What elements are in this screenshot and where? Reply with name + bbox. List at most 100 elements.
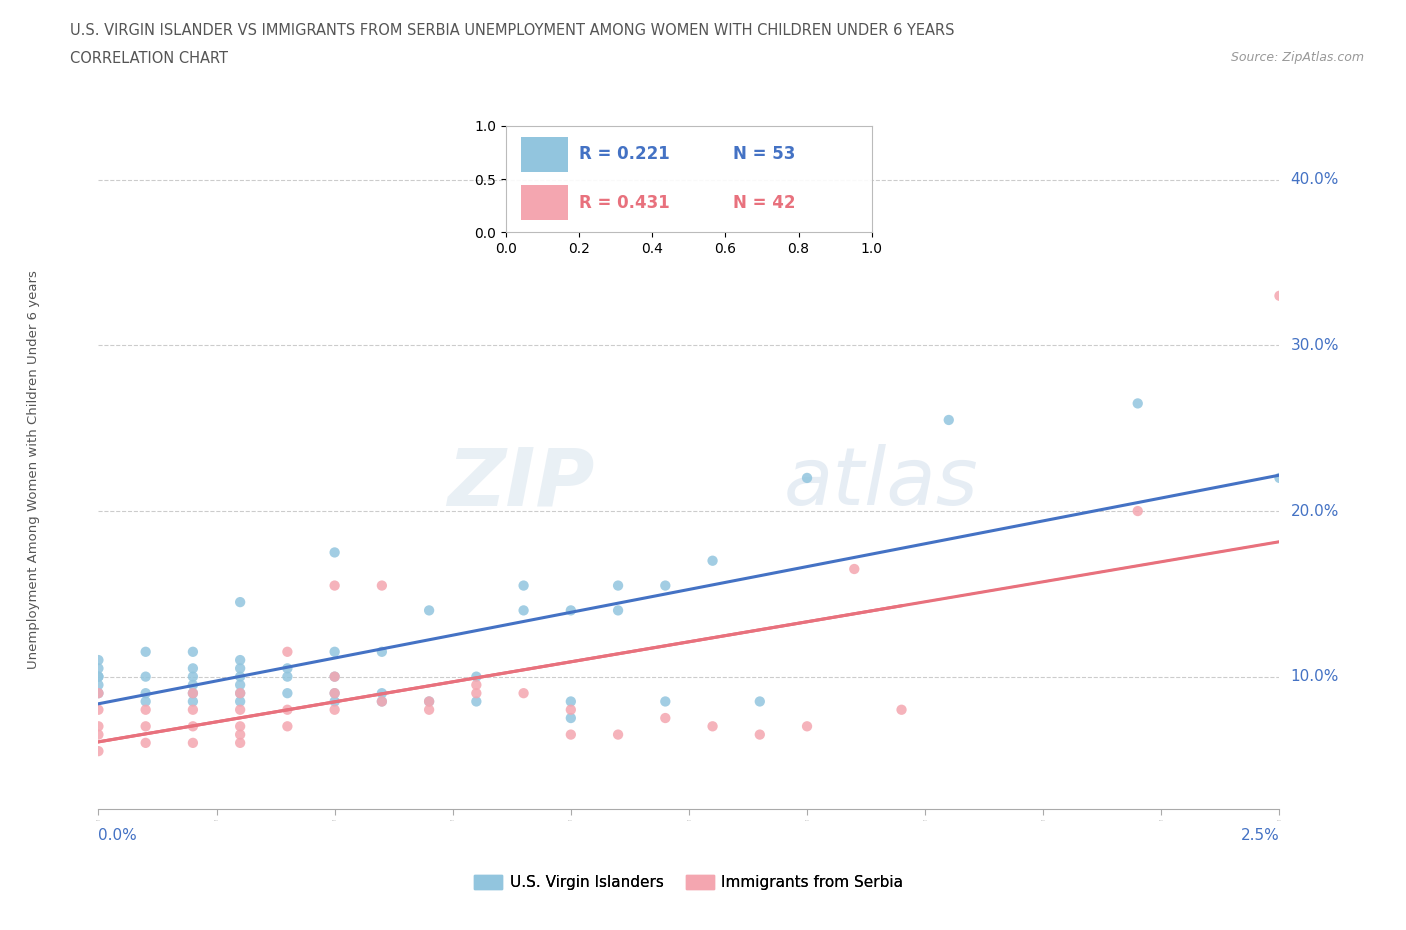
Point bbox=[135, 670, 157, 684]
Point bbox=[323, 670, 346, 684]
Point bbox=[844, 562, 866, 577]
Text: R = 0.431: R = 0.431 bbox=[579, 193, 671, 211]
Text: atlas: atlas bbox=[783, 445, 979, 523]
Point bbox=[465, 694, 488, 709]
Point bbox=[181, 644, 204, 659]
Point bbox=[418, 702, 440, 717]
Point bbox=[276, 661, 298, 676]
Point bbox=[87, 661, 110, 676]
Point bbox=[748, 727, 770, 742]
Text: 40.0%: 40.0% bbox=[1291, 172, 1339, 187]
Point bbox=[229, 653, 252, 668]
Text: N = 53: N = 53 bbox=[733, 145, 796, 164]
Point bbox=[560, 694, 582, 709]
Point bbox=[135, 644, 157, 659]
Point bbox=[276, 685, 298, 700]
Point bbox=[87, 685, 110, 700]
Point bbox=[229, 719, 252, 734]
Point bbox=[135, 685, 157, 700]
Point bbox=[181, 685, 204, 700]
Point bbox=[87, 719, 110, 734]
Point bbox=[276, 670, 298, 684]
Point bbox=[87, 685, 110, 700]
Point bbox=[418, 694, 440, 709]
Point bbox=[181, 736, 204, 751]
Point bbox=[465, 685, 488, 700]
Legend: U.S. Virgin Islanders, Immigrants from Serbia: U.S. Virgin Islanders, Immigrants from S… bbox=[468, 870, 910, 897]
Point bbox=[890, 702, 912, 717]
Text: U.S. VIRGIN ISLANDER VS IMMIGRANTS FROM SERBIA UNEMPLOYMENT AMONG WOMEN WITH CHI: U.S. VIRGIN ISLANDER VS IMMIGRANTS FROM … bbox=[70, 23, 955, 38]
Point bbox=[135, 719, 157, 734]
Point bbox=[465, 670, 488, 684]
Point bbox=[560, 711, 582, 725]
Bar bbox=[520, 185, 568, 219]
Point bbox=[229, 661, 252, 676]
Text: ZIP: ZIP bbox=[447, 445, 595, 523]
Point bbox=[229, 736, 252, 751]
Point bbox=[323, 670, 346, 684]
Point bbox=[87, 670, 110, 684]
Point bbox=[181, 661, 204, 676]
Point bbox=[229, 594, 252, 609]
Point bbox=[748, 694, 770, 709]
Point bbox=[1268, 288, 1291, 303]
Point bbox=[229, 685, 252, 700]
Point bbox=[371, 694, 394, 709]
Point bbox=[323, 694, 346, 709]
Point bbox=[371, 685, 394, 700]
Point bbox=[276, 644, 298, 659]
Point bbox=[654, 578, 676, 593]
Point bbox=[323, 685, 346, 700]
Point bbox=[938, 413, 960, 428]
Point bbox=[135, 702, 157, 717]
Text: CORRELATION CHART: CORRELATION CHART bbox=[70, 51, 228, 66]
Point bbox=[87, 677, 110, 692]
Point bbox=[276, 702, 298, 717]
Point bbox=[229, 685, 252, 700]
Point bbox=[418, 694, 440, 709]
Point bbox=[87, 727, 110, 742]
Point bbox=[371, 694, 394, 709]
Point bbox=[181, 694, 204, 709]
Text: R = 0.221: R = 0.221 bbox=[579, 145, 671, 164]
Text: 0.0%: 0.0% bbox=[98, 828, 138, 843]
Point bbox=[229, 670, 252, 684]
Text: N = 42: N = 42 bbox=[733, 193, 796, 211]
Point bbox=[135, 694, 157, 709]
Point bbox=[654, 694, 676, 709]
Point bbox=[418, 603, 440, 618]
Point bbox=[796, 471, 818, 485]
Point bbox=[371, 644, 394, 659]
Text: 20.0%: 20.0% bbox=[1291, 503, 1339, 519]
Point bbox=[607, 727, 630, 742]
Point bbox=[796, 719, 818, 734]
Point bbox=[87, 702, 110, 717]
Text: Unemployment Among Women with Children Under 6 years: Unemployment Among Women with Children U… bbox=[27, 271, 39, 669]
Point bbox=[181, 685, 204, 700]
Point bbox=[323, 578, 346, 593]
Text: Source: ZipAtlas.com: Source: ZipAtlas.com bbox=[1230, 51, 1364, 64]
Point bbox=[323, 702, 346, 717]
Point bbox=[229, 702, 252, 717]
Point bbox=[323, 644, 346, 659]
Point bbox=[181, 702, 204, 717]
Point bbox=[181, 677, 204, 692]
Point bbox=[1126, 504, 1149, 519]
Point bbox=[465, 677, 488, 692]
Point bbox=[276, 719, 298, 734]
Point bbox=[1268, 471, 1291, 485]
Text: 30.0%: 30.0% bbox=[1291, 338, 1339, 353]
Point bbox=[229, 727, 252, 742]
Point bbox=[512, 685, 534, 700]
Point bbox=[1126, 396, 1149, 411]
Point bbox=[702, 719, 724, 734]
Point bbox=[607, 603, 630, 618]
Point bbox=[560, 702, 582, 717]
Point bbox=[87, 670, 110, 684]
Point bbox=[371, 578, 394, 593]
Point bbox=[87, 653, 110, 668]
Point bbox=[323, 545, 346, 560]
Text: 10.0%: 10.0% bbox=[1291, 669, 1339, 684]
Bar bbox=[520, 138, 568, 171]
Point bbox=[87, 744, 110, 759]
